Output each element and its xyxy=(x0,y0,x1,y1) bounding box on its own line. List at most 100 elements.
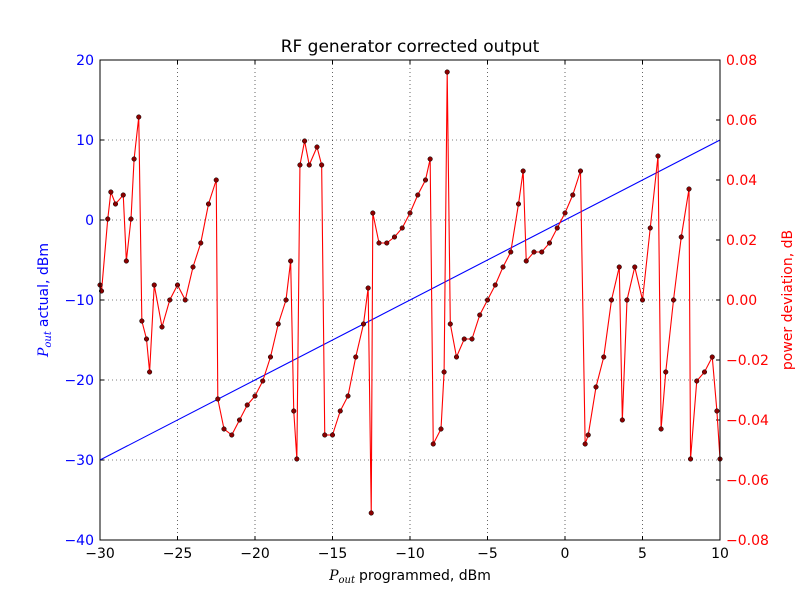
marker xyxy=(123,258,129,264)
marker xyxy=(655,153,661,159)
marker xyxy=(159,324,165,330)
marker xyxy=(120,192,126,198)
y-tick-label: 10 xyxy=(76,133,94,149)
marker xyxy=(678,234,684,240)
marker xyxy=(215,396,221,402)
marker xyxy=(275,321,281,327)
marker xyxy=(531,249,537,255)
marker xyxy=(391,234,398,240)
marker xyxy=(484,297,491,303)
marker xyxy=(399,225,405,231)
y2-tick-label: 0.04 xyxy=(726,173,757,189)
marker xyxy=(407,210,413,216)
y2-tick-label: −0.08 xyxy=(726,533,769,549)
marker xyxy=(688,456,694,462)
marker xyxy=(368,510,374,516)
marker xyxy=(288,258,294,264)
marker xyxy=(714,408,720,414)
y2-tick-label: 0.08 xyxy=(726,53,757,69)
marker xyxy=(694,378,700,384)
y-label-subscript: out xyxy=(43,330,54,347)
marker xyxy=(601,354,607,360)
marker xyxy=(658,426,664,432)
marker xyxy=(167,297,173,303)
marker xyxy=(492,282,498,288)
marker xyxy=(508,249,514,255)
x-tick-label: −30 xyxy=(85,546,115,562)
marker xyxy=(453,354,460,360)
x-tick-label: −20 xyxy=(240,546,270,562)
marker xyxy=(430,441,436,447)
marker xyxy=(444,69,450,75)
marker xyxy=(139,318,145,324)
marker xyxy=(515,201,522,207)
marker xyxy=(670,297,677,303)
marker xyxy=(151,282,157,288)
marker xyxy=(319,162,325,168)
marker xyxy=(447,321,453,327)
marker xyxy=(647,225,653,231)
marker xyxy=(686,186,692,192)
marker xyxy=(337,408,343,414)
marker xyxy=(260,378,266,384)
x-tick-label: 5 xyxy=(638,546,647,562)
marker xyxy=(582,441,588,447)
x-label-symbol: P xyxy=(328,568,339,584)
axes-frame xyxy=(99,59,721,541)
marker xyxy=(136,114,142,120)
marker xyxy=(562,210,568,216)
y-tick-label: 0 xyxy=(85,213,94,229)
marker xyxy=(244,402,250,408)
marker xyxy=(131,156,137,162)
marker xyxy=(520,168,526,174)
series-line xyxy=(100,139,720,461)
x-tick-label: −25 xyxy=(163,546,193,562)
marker xyxy=(554,225,560,231)
y-label-symbol: P xyxy=(36,347,52,358)
y2-tick-label: 0.06 xyxy=(726,113,757,129)
marker xyxy=(469,336,475,342)
marker xyxy=(523,258,529,264)
marker xyxy=(143,336,150,342)
x-tick-label: −10 xyxy=(395,546,425,562)
marker xyxy=(624,297,630,303)
y-tick-label: 20 xyxy=(76,53,94,69)
marker xyxy=(294,456,300,462)
marker xyxy=(302,138,308,144)
x-tick-label: −5 xyxy=(477,546,498,562)
x-tick-label: 10 xyxy=(711,546,729,562)
marker xyxy=(477,312,483,318)
marker xyxy=(585,432,591,438)
marker xyxy=(427,156,433,162)
marker xyxy=(461,336,467,342)
marker xyxy=(283,297,289,303)
marker xyxy=(639,297,646,303)
y2-axis-label: power deviation, dB xyxy=(780,230,796,370)
y-tick-label: −10 xyxy=(64,293,94,309)
marker xyxy=(128,216,134,222)
marker xyxy=(314,144,320,150)
marker xyxy=(546,240,553,246)
marker xyxy=(345,393,351,399)
x-label-subscript: out xyxy=(339,575,356,586)
marker xyxy=(438,426,444,432)
marker xyxy=(182,297,188,303)
chart-title: RF generator corrected output xyxy=(281,37,540,57)
y-tick-label: −40 xyxy=(64,533,94,549)
x-label-text: programmed, dBm xyxy=(359,568,491,584)
marker xyxy=(306,162,312,168)
marker xyxy=(500,264,506,270)
x-tick-label: −15 xyxy=(318,546,348,562)
marker xyxy=(577,168,584,174)
marker xyxy=(384,240,390,246)
marker xyxy=(229,432,235,438)
marker xyxy=(205,201,212,207)
marker xyxy=(105,216,111,222)
marker xyxy=(190,264,196,270)
marker xyxy=(360,321,367,327)
marker xyxy=(147,369,153,375)
marker xyxy=(593,384,599,390)
marker xyxy=(632,264,638,270)
marker xyxy=(441,369,447,375)
